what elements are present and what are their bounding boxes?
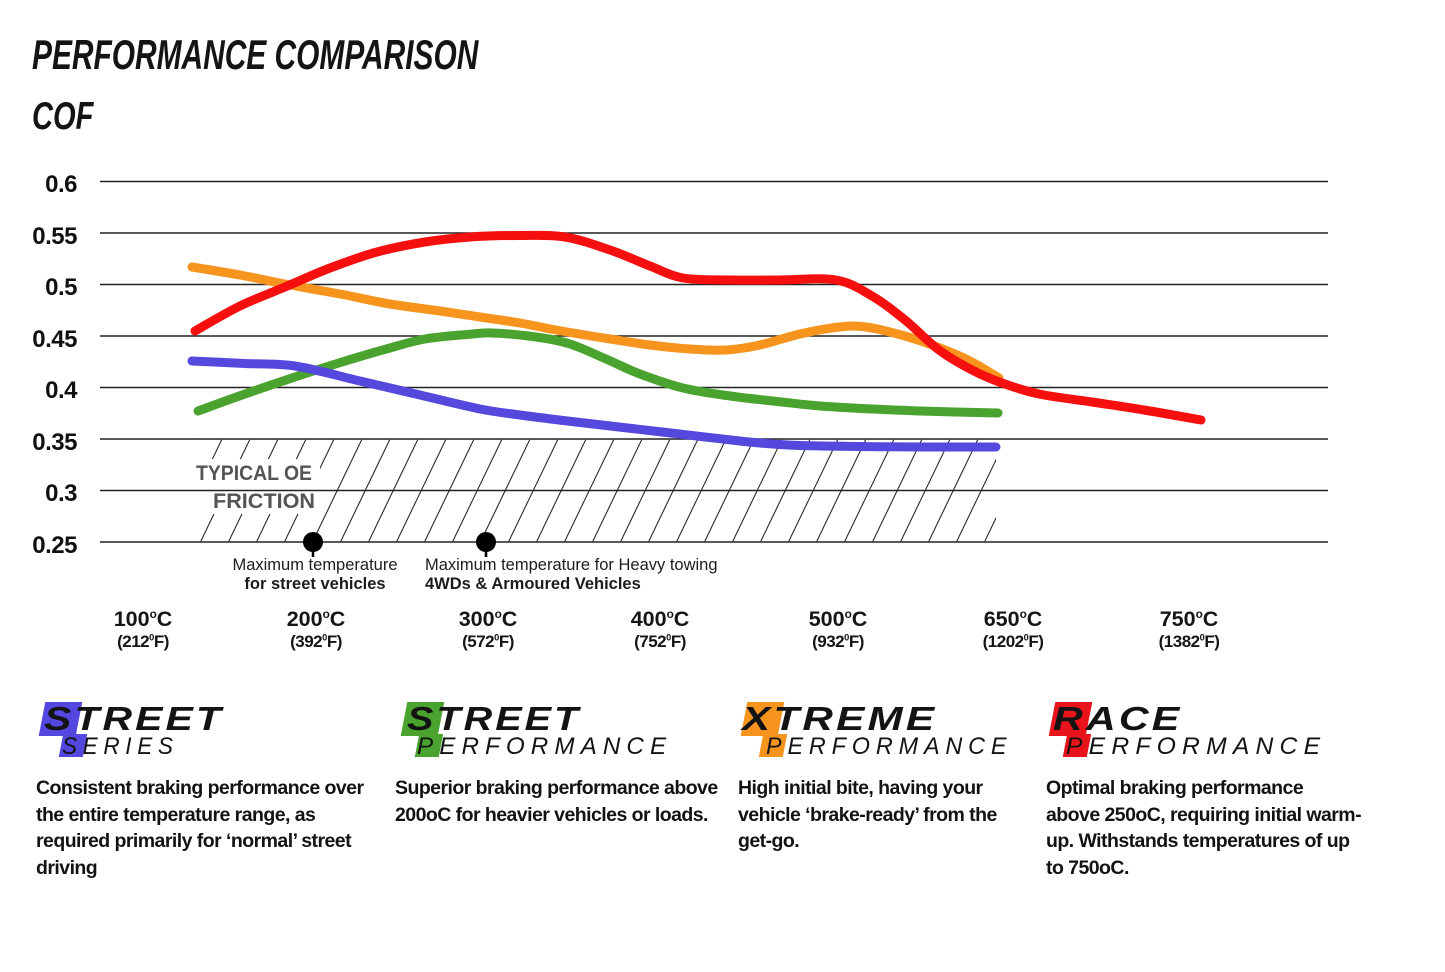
svg-text:TYPICAL OE: TYPICAL OE — [196, 462, 312, 485]
svg-text:FRICTION: FRICTION — [213, 490, 315, 513]
